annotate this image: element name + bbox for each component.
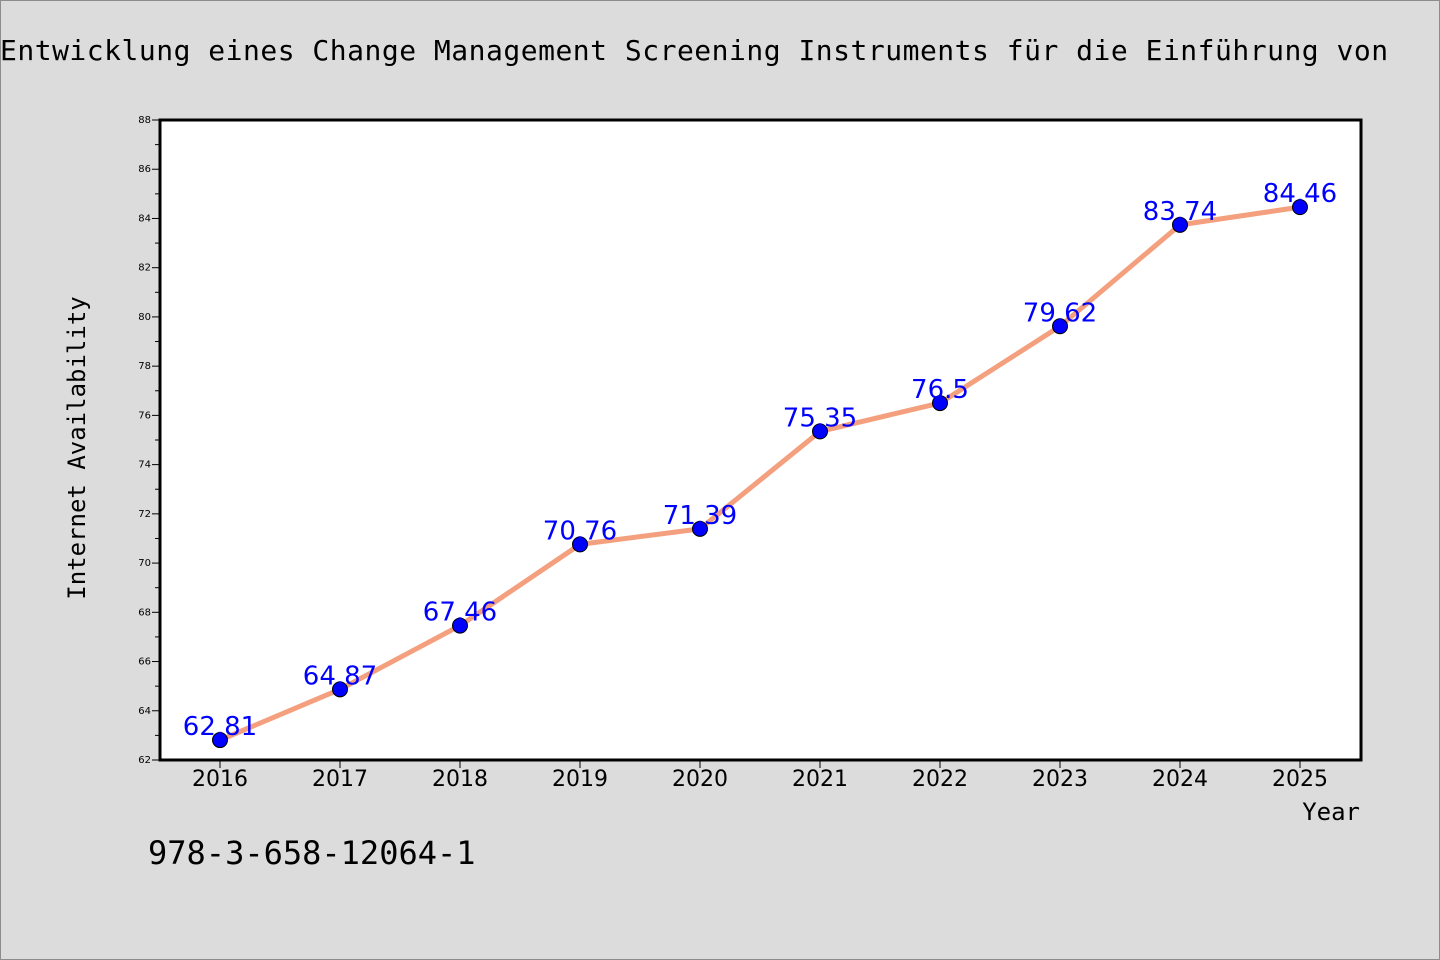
x-axis-label: Year [1302,798,1360,826]
y-tick-label: 70 [138,558,151,569]
x-tick-label: 2016 [192,767,248,792]
y-tick-label: 82 [138,263,151,274]
data-label: 76.5 [911,375,969,405]
isbn-footnote: 978-3-658-12064-1 [148,834,476,872]
y-axis: 62 64 66 68 70 72 74 76 78 80 82 84 86 88 [138,115,160,766]
data-point [932,395,948,412]
y-tick-label: 78 [138,361,151,372]
data-label: 75.35 [783,403,857,433]
y-tick-label: 64 [138,706,151,717]
data-label: 79.62 [1023,298,1097,328]
x-tick-label: 2018 [432,767,488,792]
x-tick-label: 2023 [1032,767,1088,792]
data-label: 83.74 [1143,197,1217,227]
data-point [1292,199,1308,216]
y-tick-label: 72 [138,509,151,520]
y-tick-label: 86 [138,164,151,175]
series-line [217,204,1303,743]
data-label: 62.81 [183,712,257,742]
y-tick-label: 84 [138,213,151,224]
y-tick-label: 68 [138,607,151,618]
y-tick-label: 62 [138,755,151,766]
data-point [1172,216,1188,233]
y-axis-label: Internet Availability [63,296,91,599]
y-tick-label: 88 [138,115,151,126]
data-point [212,732,228,749]
data-point [332,681,348,698]
x-tick-label: 2017 [312,767,368,792]
y-tick-label: 74 [138,460,151,471]
y-tick-label: 66 [138,657,151,668]
x-tick-label: 2019 [552,767,608,792]
data-label: 64.87 [303,661,377,691]
x-axis: 2016 2017 2018 2019 2020 2021 2022 2023 2024 2025 [192,760,1328,792]
x-tick-label: 2021 [792,767,848,792]
data-point [572,536,588,553]
data-point [1052,318,1068,335]
data-label: 84.46 [1263,179,1337,209]
x-tick-label: 2020 [672,767,728,792]
series-layer: 62.81 64.87 67.46 70.76 71.39 75.35 76.5 79.62 8… [183,179,1337,749]
data-label: 70.76 [543,516,617,546]
x-tick-label: 2022 [912,767,968,792]
x-tick-label: 2025 [1272,767,1328,792]
data-label: 71.39 [663,501,737,531]
data-point [692,520,708,537]
chart-title: Entwicklung eines Change Management Scre… [0,34,1389,67]
data-point [452,617,468,634]
y-tick-label: 80 [138,312,151,323]
data-point [812,423,828,440]
data-label: 67.46 [423,598,497,628]
plot-area [158,118,1363,762]
y-tick-label: 76 [138,410,151,421]
x-tick-label: 2024 [1152,767,1208,792]
